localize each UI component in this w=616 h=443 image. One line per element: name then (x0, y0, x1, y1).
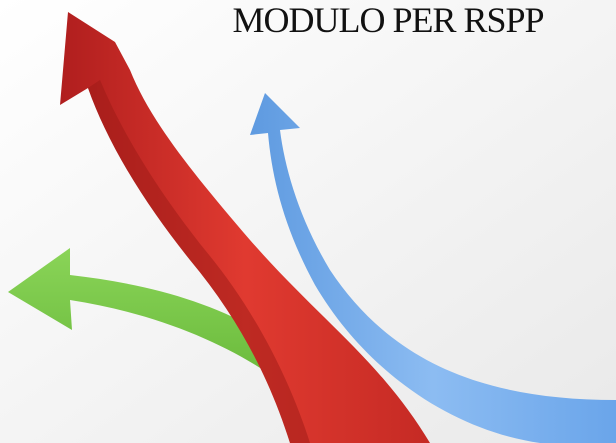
page: MODULO PER RSPP (() => { const data = JS… (0, 0, 616, 443)
title: MODULO PER RSPP (232, 0, 543, 40)
illustration: MODULO PER RSPP (0, 0, 616, 443)
